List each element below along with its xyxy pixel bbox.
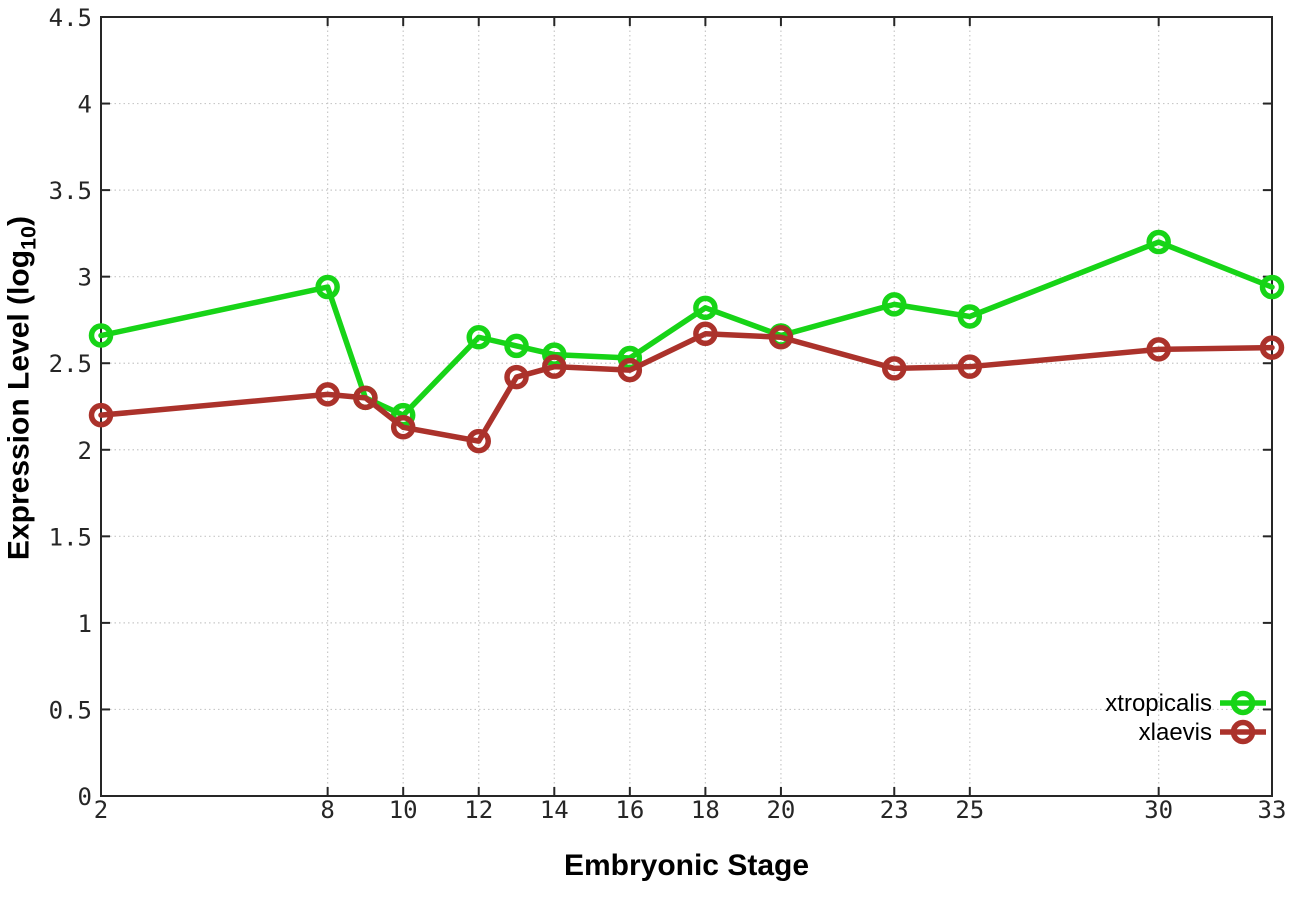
y-tick-label: 4.5 bbox=[49, 4, 92, 32]
x-tick-label: 14 bbox=[540, 796, 569, 824]
x-tick-label: 18 bbox=[691, 796, 720, 824]
data-point-xlaevis bbox=[693, 321, 718, 347]
y-tick-label: 1 bbox=[78, 610, 92, 638]
y-axis-title-subscript: 10 bbox=[15, 225, 41, 250]
data-point-xlaevis bbox=[768, 325, 794, 350]
legend-sample-marker-xlaevis bbox=[1230, 719, 1256, 745]
data-point-xtropicalis bbox=[882, 292, 907, 317]
legend-label-xlaevis: xlaevis bbox=[1139, 719, 1212, 746]
data-point-xtropicalis bbox=[504, 333, 529, 359]
y-tick-label: 3.5 bbox=[49, 177, 92, 205]
data-point-xlaevis bbox=[542, 354, 567, 379]
x-tick-label: 10 bbox=[389, 796, 418, 824]
data-point-xtropicalis bbox=[1146, 229, 1171, 255]
y-tick-label: 3 bbox=[78, 264, 92, 292]
y-axis-title-text: Expression Level (log bbox=[2, 249, 36, 561]
x-tick-label: 20 bbox=[766, 796, 795, 824]
plot-border bbox=[100, 16, 1273, 797]
y-tick-label: 0 bbox=[78, 783, 92, 811]
legend-label-xtropicalis: xtropicalis bbox=[1105, 690, 1212, 717]
series-line-xtropicalis bbox=[98, 239, 1275, 418]
y-axis-title-close: ) bbox=[2, 215, 36, 226]
data-point-xlaevis bbox=[315, 382, 340, 407]
data-point-xlaevis bbox=[88, 402, 114, 428]
data-point-xlaevis bbox=[353, 385, 378, 411]
data-point-xtropicalis bbox=[466, 325, 491, 350]
data-point-xlaevis bbox=[390, 415, 416, 440]
y-axis-title: Expression Level (log10) bbox=[3, 216, 42, 560]
data-point-xlaevis bbox=[1259, 335, 1285, 360]
data-point-xtropicalis bbox=[88, 323, 114, 348]
data-point-xlaevis bbox=[617, 357, 643, 383]
x-tick-label: 33 bbox=[1258, 796, 1287, 824]
data-point-xtropicalis bbox=[957, 304, 983, 329]
y-tick-label: 1.5 bbox=[49, 523, 92, 551]
y-tick-label: 4 bbox=[78, 91, 92, 119]
data-point-xlaevis bbox=[957, 354, 983, 379]
y-tick-label: 2.5 bbox=[49, 350, 92, 378]
x-tick-label: 12 bbox=[464, 796, 493, 824]
y-tick-label: 0.5 bbox=[49, 696, 92, 724]
data-point-xtropicalis bbox=[315, 274, 340, 300]
x-tick-label: 23 bbox=[880, 796, 909, 824]
x-tick-label: 16 bbox=[615, 796, 644, 824]
legend-sample-marker-xtropicalis bbox=[1230, 690, 1256, 716]
x-tick-label: 8 bbox=[320, 796, 334, 824]
x-axis-title: Embryonic Stage bbox=[563, 849, 810, 882]
x-tick-label: 25 bbox=[955, 796, 984, 824]
data-point-xtropicalis bbox=[693, 295, 718, 321]
x-tick-label: 30 bbox=[1144, 796, 1173, 824]
x-tick-label: 2 bbox=[94, 796, 108, 824]
data-point-xtropicalis bbox=[1259, 274, 1285, 300]
data-point-xlaevis bbox=[882, 356, 907, 381]
series-line-xlaevis bbox=[98, 331, 1275, 444]
data-point-xlaevis bbox=[504, 364, 529, 390]
data-point-xlaevis bbox=[466, 428, 491, 454]
y-tick-label: 2 bbox=[78, 437, 92, 465]
data-point-xlaevis bbox=[1146, 337, 1171, 362]
